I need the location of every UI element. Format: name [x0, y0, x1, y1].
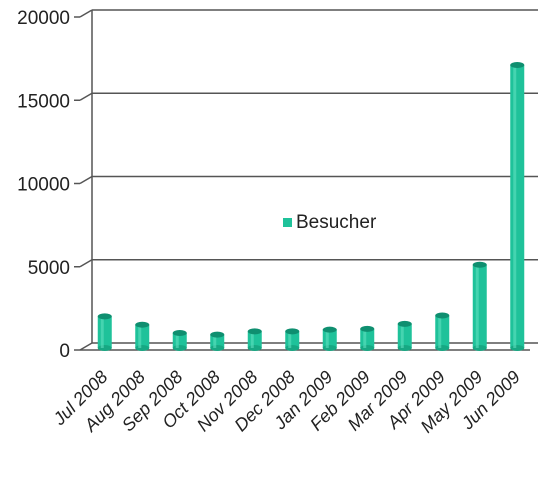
bar-bottom [247, 345, 262, 351]
gridline-diag [79, 175, 93, 185]
bar-bottom [435, 345, 450, 351]
bar-highlight [475, 264, 479, 348]
bar-top [472, 261, 487, 268]
gridline-diag [79, 259, 93, 268]
bar-bottom [172, 345, 187, 351]
bar-bottom [510, 345, 525, 351]
bar [210, 331, 225, 351]
bar-body [472, 264, 487, 348]
legend-swatch [283, 218, 292, 227]
bar-bottom [210, 345, 225, 351]
y-tick-label: 5000 [28, 258, 70, 279]
bar-highlight [138, 324, 142, 348]
bar-top [97, 313, 112, 320]
bar-top [322, 326, 337, 333]
bar-top [360, 325, 375, 332]
bar-highlight [100, 316, 104, 348]
bar-top [435, 312, 450, 319]
bar [435, 312, 450, 351]
y-axis-ticks: 0 5000 10000 15000 20000 [17, 8, 70, 362]
bar-top [172, 330, 187, 337]
bar-highlight [175, 333, 179, 348]
bar [510, 61, 525, 351]
bar-body [435, 315, 450, 348]
bar-bottom [285, 345, 300, 351]
bar-highlight [400, 323, 404, 348]
bar [397, 320, 412, 351]
bar-top [397, 320, 412, 327]
y-tick-label: 15000 [17, 91, 70, 112]
gridline-diag [79, 9, 93, 18]
bar [135, 321, 150, 351]
bar-highlight [325, 329, 329, 348]
bar-highlight [513, 64, 517, 348]
bar-bottom [135, 345, 150, 351]
bar-bottom [97, 345, 112, 351]
bar-top [210, 331, 225, 338]
bar-body [97, 316, 112, 348]
bar-top [285, 328, 300, 335]
bar [472, 261, 487, 351]
bar [285, 328, 300, 351]
axis-corner [79, 342, 93, 351]
gridline-diag [79, 92, 93, 101]
bar-bottom [360, 345, 375, 351]
y-tick-label: 0 [59, 341, 70, 362]
bar-highlight [363, 328, 367, 348]
bar-highlight [250, 331, 254, 348]
bar [247, 328, 262, 351]
bar [360, 325, 375, 351]
bar-top [510, 61, 525, 68]
bar-body [397, 323, 412, 348]
bar-bottom [397, 345, 412, 351]
bar-bottom [472, 345, 487, 351]
bar-bottom [322, 345, 337, 351]
bar-top [247, 328, 262, 335]
bar [97, 313, 112, 351]
y-tick-label: 10000 [17, 175, 70, 196]
bar [322, 326, 337, 351]
bars [97, 61, 525, 351]
legend: Besucher [283, 212, 377, 233]
bar-body [135, 324, 150, 348]
bar-highlight [438, 315, 442, 348]
bar [172, 330, 187, 351]
bar-highlight [288, 331, 292, 348]
y-tick-label: 20000 [17, 8, 70, 29]
bar-highlight [213, 334, 217, 348]
bar-top [135, 321, 150, 328]
gridlines [74, 9, 538, 351]
legend-label: Besucher [296, 212, 377, 233]
bar-body [510, 64, 525, 348]
